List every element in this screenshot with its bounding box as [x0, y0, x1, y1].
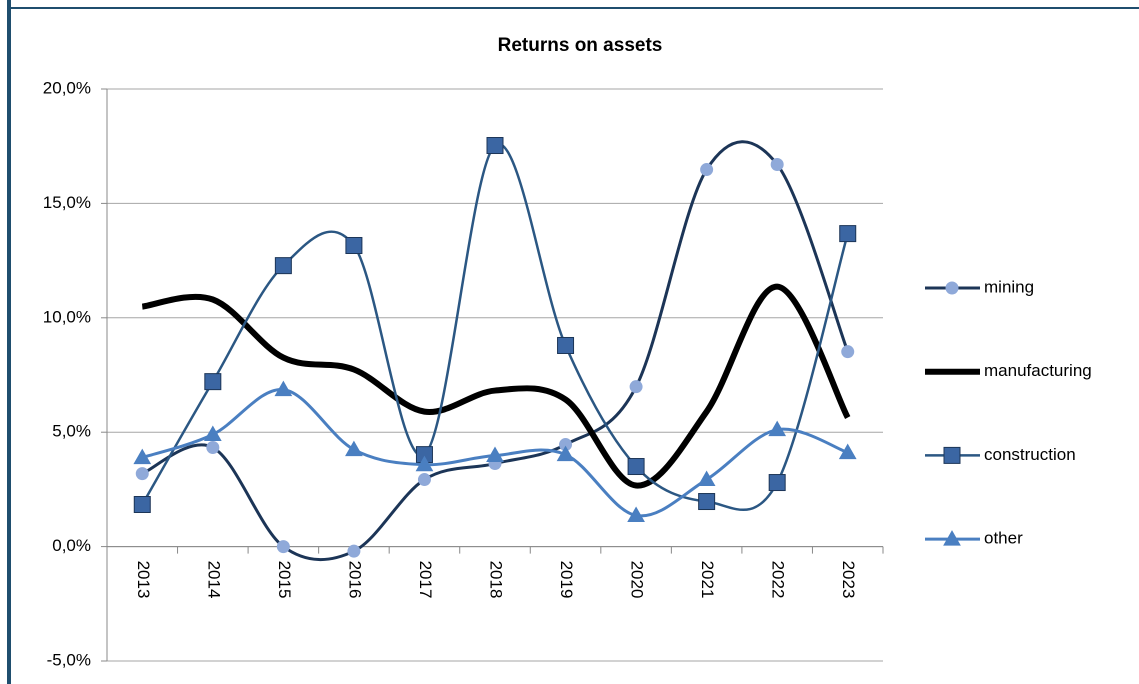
marker [203, 425, 222, 441]
x-tick-label: 2015 [275, 561, 294, 599]
x-tick-label: 2013 [134, 561, 153, 599]
marker [700, 163, 714, 177]
marker [627, 506, 645, 522]
marker [838, 443, 857, 460]
chart-title: Returns on assets [498, 35, 663, 56]
marker [204, 373, 222, 391]
marker [345, 236, 363, 254]
marker [629, 380, 643, 394]
marker [770, 158, 784, 172]
y-tick-label: 0,0% [52, 536, 91, 555]
marker [943, 446, 961, 464]
marker [557, 336, 575, 354]
marker [768, 474, 786, 492]
marker [839, 225, 857, 243]
x-tick-label: 2016 [345, 561, 364, 599]
legend-label: construction [984, 445, 1076, 464]
marker [486, 137, 504, 155]
marker [417, 473, 431, 487]
marker [698, 493, 716, 511]
marker [486, 446, 504, 463]
marker [133, 496, 151, 514]
y-tick-label: -5,0% [47, 650, 91, 669]
legend-label: other [984, 529, 1023, 548]
series-line [141, 283, 851, 489]
legend-label: mining [984, 277, 1034, 296]
marker [627, 458, 645, 476]
marker [697, 470, 716, 487]
marker [276, 540, 290, 554]
x-tick-label: 2017 [416, 561, 435, 599]
x-tick-label: 2014 [204, 561, 223, 599]
x-tick-label: 2023 [839, 561, 858, 599]
marker [345, 440, 363, 457]
marker [135, 467, 149, 481]
y-tick-label: 15,0% [43, 193, 91, 212]
marker [945, 281, 959, 295]
marker [556, 445, 575, 462]
y-tick-label: 5,0% [52, 422, 91, 441]
x-tick-label: 2018 [487, 561, 506, 599]
legend-label: manufacturing [984, 361, 1092, 380]
marker [415, 455, 434, 472]
x-tick-label: 2022 [769, 561, 788, 599]
y-tick-label: 10,0% [43, 307, 91, 326]
marker [841, 345, 855, 359]
marker [768, 420, 787, 437]
marker [347, 544, 361, 558]
marker [274, 380, 293, 397]
x-tick-label: 2020 [628, 561, 647, 599]
marker [133, 448, 152, 465]
series-line [141, 140, 850, 562]
x-tick-label: 2019 [557, 561, 576, 599]
marker [943, 530, 961, 546]
marker [206, 441, 220, 455]
x-tick-label: 2021 [698, 561, 717, 599]
y-tick-label: 20,0% [43, 78, 91, 97]
marker [274, 257, 292, 275]
